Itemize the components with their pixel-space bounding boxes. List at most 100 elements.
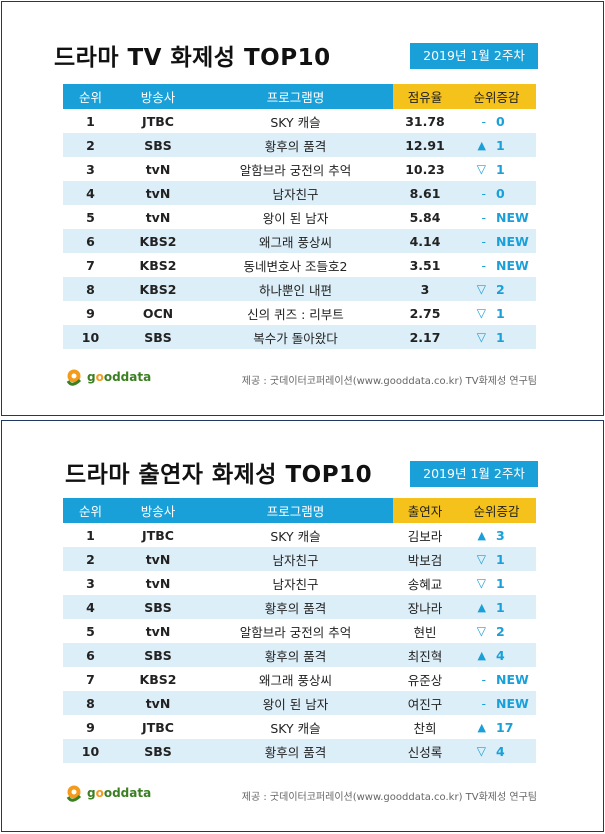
gooddata-logo: gooddata: [64, 783, 151, 803]
up-arrow-icon: ▲: [477, 720, 486, 734]
actor-cell: 신성록: [393, 739, 457, 763]
station-cell: JTBC: [142, 113, 174, 129]
program-cell: 남자친구: [198, 547, 393, 571]
share-cell: 5.84: [409, 209, 441, 225]
station-cell: SBS: [118, 133, 198, 157]
table-row: 6 SBS 황후의 품격 최진혁 ▲ 4: [63, 643, 537, 667]
up-arrow-icon: ▲: [457, 133, 492, 157]
table-row: 10 SBS 황후의 품격 신성록 ▽ 4: [63, 739, 537, 763]
station-cell: JTBC: [142, 719, 174, 735]
down-arrow-icon: ▽: [476, 624, 486, 638]
rank-cell: 2: [63, 133, 118, 157]
program-cell: 왕이 된 남자: [198, 691, 393, 715]
rank-change-cell: 0: [492, 181, 537, 205]
actor-cell: 최진혁: [393, 643, 457, 667]
actor-cell: 박보검: [393, 547, 457, 571]
rank-cell: 4: [63, 181, 118, 205]
up-arrow-icon: ▲: [457, 643, 492, 667]
program-cell: 복수가 돌아왔다: [198, 325, 393, 349]
header-program: 프로그램명: [198, 498, 393, 523]
station-cell: KBS2: [118, 277, 198, 301]
rank-cell: 5: [86, 623, 95, 639]
program-cell: 남자친구: [198, 181, 393, 205]
no-change-dash: -: [457, 181, 492, 205]
rank-cell: 10: [63, 325, 118, 349]
up-arrow-icon: ▲: [477, 528, 486, 542]
rank-change-cell: NEW: [492, 691, 537, 715]
table-row: 4 SBS 황후의 품격 장나라 ▲ 1: [63, 595, 537, 619]
table-row: 4 tvN 남자친구 8.61-0: [63, 181, 537, 205]
station-cell: tvN: [145, 209, 171, 225]
rank-change-cell: 1: [496, 305, 505, 321]
station-cell: JTBC: [142, 527, 174, 543]
gooddata-logo-icon: [64, 367, 84, 387]
down-arrow-icon: ▽: [476, 576, 486, 590]
share-cell: 2.17: [393, 325, 457, 349]
share-cell: 31.78: [405, 113, 445, 129]
rank-change-cell: NEW: [496, 257, 529, 273]
actor-cell: 찬희: [413, 720, 437, 736]
rank-change-cell: 17: [496, 719, 514, 735]
source-credit: 제공 : 굿데이터코퍼레이션(www.gooddata.co.kr) TV화제성…: [241, 376, 537, 387]
table-row: 1 JTBC SKY 캐슬 김보라 ▲ 3: [63, 523, 536, 547]
down-arrow-icon: ▽: [457, 547, 492, 571]
down-arrow-icon: ▽: [457, 739, 492, 763]
rank-cell: 1: [86, 527, 95, 543]
gooddata-logo-text: gooddata: [87, 786, 152, 800]
program-cell: SKY 캐슬: [270, 528, 321, 544]
down-arrow-icon: ▽: [476, 162, 486, 176]
gooddata-logo: gooddata: [64, 367, 151, 387]
rank-change-cell: NEW: [496, 209, 529, 225]
rank-change-cell: 1: [496, 575, 505, 591]
rank-cell: 8: [63, 277, 118, 301]
station-cell: tvN: [145, 575, 171, 591]
station-cell: SBS: [118, 325, 198, 349]
actor-cell: 현빈: [413, 624, 437, 640]
rank-change-cell: 1: [492, 325, 537, 349]
header-rank: 순위: [63, 498, 118, 523]
station-cell: tvN: [118, 181, 198, 205]
table-row: 9 OCN 신의 퀴즈 : 리부트 2.75 ▽ 1: [63, 301, 536, 325]
rank-cell: 4: [63, 595, 118, 619]
actor-cell: 장나라: [393, 595, 457, 619]
header-station: 방송사: [118, 84, 198, 109]
table-row: 1 JTBC SKY 캐슬 31.78 -0: [63, 109, 536, 133]
gooddata-logo-icon: [64, 783, 84, 803]
station-cell: SBS: [118, 739, 198, 763]
station-cell: KBS2: [139, 671, 177, 687]
rank-cell: 7: [86, 257, 95, 273]
program-cell: 황후의 품격: [198, 643, 393, 667]
table-row: 2 SBS 황후의 품격 12.91 ▲ 1: [63, 133, 537, 157]
table-row: 7 KBS2 왜그래 풍상씨 유준상 - NEW: [63, 667, 536, 691]
program-cell: 왜그래 풍상씨: [259, 672, 332, 688]
rank-change-cell: 0: [496, 113, 505, 129]
rank-cell: 7: [86, 671, 95, 687]
program-cell: 황후의 품격: [198, 595, 393, 619]
share-cell: 3.51: [409, 257, 441, 273]
actor-buzz-panel: 드라마 출연자 화제성 TOP10 2019년 1월 2주차 순위 방송사 프로…: [1, 420, 604, 832]
rank-change-cell: NEW: [496, 671, 529, 687]
header-rank-change: 순위증감: [457, 498, 537, 523]
header-share: 점유율: [393, 84, 457, 109]
rank-cell: 5: [86, 209, 95, 225]
up-arrow-icon: ▲: [457, 595, 492, 619]
rank-cell: 3: [86, 575, 95, 591]
table-body: 1 JTBC SKY 캐슬 31.78-0 2 SBS 황후의 품격 12.91 ▲ 1 3 tvN 알…: [63, 109, 537, 349]
rank-cell: 10: [63, 739, 118, 763]
gooddata-logo-text: gooddata: [87, 370, 152, 384]
share-cell: 12.91: [393, 133, 457, 157]
no-change-dash: -: [457, 691, 492, 715]
station-cell: OCN: [142, 305, 174, 321]
rank-cell: 6: [63, 643, 118, 667]
station-cell: tvN: [118, 547, 198, 571]
panel-title: 드라마 TV 화제성 TOP10: [54, 45, 331, 71]
actor-cell: 유준상: [407, 672, 443, 688]
rank-cell: 9: [86, 719, 95, 735]
actor-cell: 김보라: [407, 528, 443, 544]
rank-cell: 1: [86, 113, 95, 129]
rank-change-cell: 1: [492, 547, 537, 571]
panel-title: 드라마 출연자 화제성 TOP10: [65, 462, 373, 488]
no-change-dash: -: [481, 257, 486, 273]
rank-change-cell: NEW: [492, 229, 537, 253]
down-arrow-icon: ▽: [476, 306, 486, 320]
